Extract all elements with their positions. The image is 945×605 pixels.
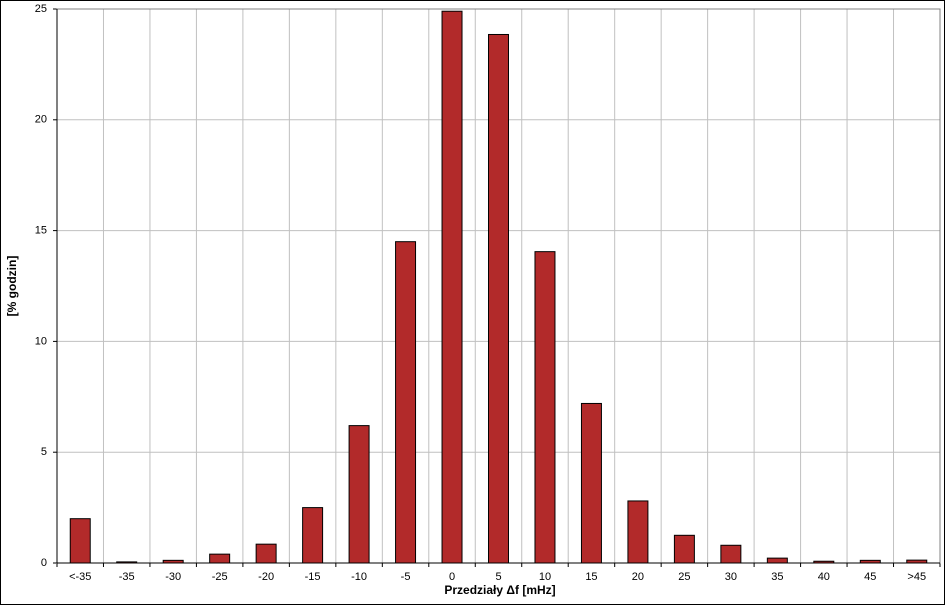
x-tick-label: <-35: [69, 571, 91, 583]
x-tick-label: 40: [818, 571, 830, 583]
x-tick-label: -35: [119, 571, 135, 583]
bar: [255, 543, 277, 564]
x-tick-label: 15: [585, 571, 597, 583]
bar: [720, 544, 742, 564]
x-tick-label: 0: [449, 571, 455, 583]
bar: [627, 500, 649, 564]
x-tick-label: -15: [305, 571, 321, 583]
bar: [348, 425, 370, 564]
bar: [209, 553, 231, 564]
x-tick-label: -30: [165, 571, 181, 583]
x-tick-label: -20: [258, 571, 274, 583]
bar: [488, 33, 509, 564]
x-tick-label: 10: [539, 571, 551, 583]
y-tick-label: 25: [35, 3, 47, 15]
y-tick-label: 20: [35, 114, 47, 126]
bar: [673, 534, 695, 564]
y-tick-label: 5: [41, 446, 47, 458]
x-tick-label: 5: [495, 571, 501, 583]
bar: [766, 557, 788, 564]
y-tick-label: 10: [35, 335, 47, 347]
x-tick-label: 25: [678, 571, 690, 583]
x-axis-title: Przedziały Δf [mHz]: [444, 583, 555, 597]
x-tick-label: 30: [725, 571, 737, 583]
bar: [580, 402, 602, 564]
bar: [302, 507, 324, 564]
y-axis-title: [% godzin]: [5, 256, 19, 317]
y-tick-label: 15: [35, 225, 47, 237]
bar: [534, 251, 556, 564]
x-tick-label: -25: [212, 571, 228, 583]
x-tick-label: -10: [351, 571, 367, 583]
y-tick-label: 0: [41, 557, 47, 569]
x-tick-label: 20: [632, 571, 644, 583]
bar: [441, 10, 463, 564]
x-tick-label: >45: [907, 571, 926, 583]
x-tick-label: -5: [401, 571, 411, 583]
x-tick-label: 45: [864, 571, 876, 583]
bar: [395, 241, 417, 564]
x-tick-label: 35: [771, 571, 783, 583]
bar: [69, 518, 91, 564]
